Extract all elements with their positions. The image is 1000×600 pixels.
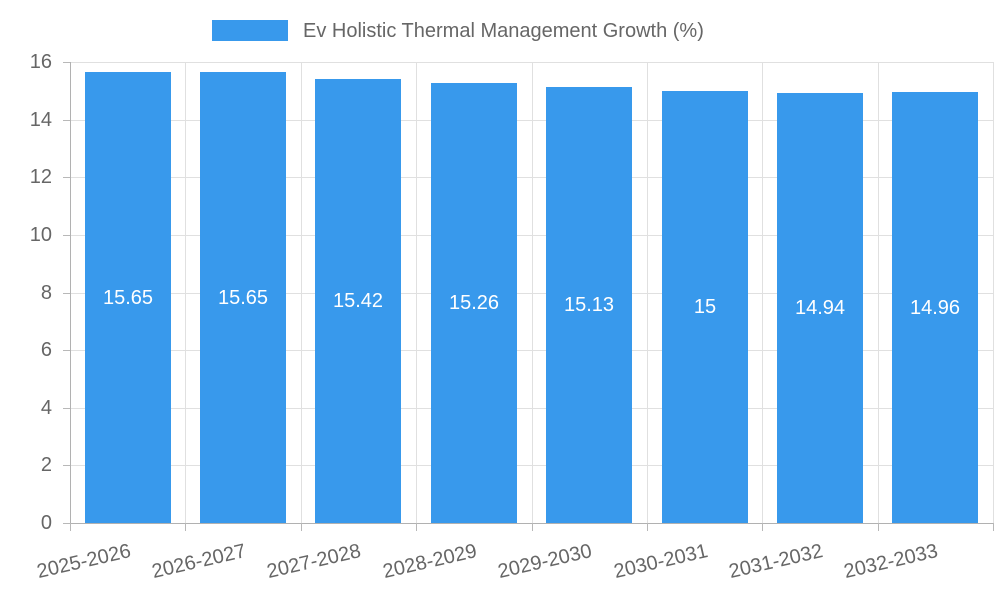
bar-value-label: 15.65: [102, 286, 154, 309]
bar[interactable]: 15.42: [315, 79, 401, 523]
bar-value-label: 15.42: [332, 290, 384, 312]
y-tick-label: 6: [40, 339, 52, 361]
y-tick-label: 0: [40, 512, 52, 534]
gridline: [70, 177, 993, 178]
legend-swatch[interactable]: [212, 20, 288, 41]
bar[interactable]: 14.96: [892, 92, 978, 523]
bar[interactable]: 15: [662, 91, 748, 523]
bar-value-label: 14.96: [909, 296, 961, 319]
y-tick-label: 16: [29, 51, 52, 73]
y-axis-tick: [63, 235, 70, 236]
gridline: [416, 62, 417, 523]
x-axis-line: [70, 523, 993, 524]
gridline: [647, 62, 648, 523]
bar[interactable]: 15.65: [200, 72, 286, 523]
bar-value-label: 14.94: [794, 297, 846, 319]
x-axis-tick: [416, 523, 417, 531]
y-tick-label: 14: [29, 109, 52, 131]
x-axis-tick: [762, 523, 763, 531]
bar-value-label: 15.13: [563, 294, 615, 316]
gridline: [762, 62, 763, 523]
x-axis-tick: [70, 523, 71, 531]
gridline: [70, 293, 993, 294]
bar[interactable]: 15.26: [431, 83, 517, 523]
y-tick-label: 2: [40, 454, 52, 476]
bar-value-label: 15: [693, 296, 717, 318]
y-axis-tick: [63, 293, 70, 294]
gridline: [70, 62, 993, 63]
y-axis-tick: [63, 62, 70, 63]
x-axis-tick: [532, 523, 533, 531]
y-tick-label: 4: [40, 397, 52, 419]
y-tick-label: 12: [29, 166, 52, 188]
y-axis-tick: [63, 408, 70, 409]
x-axis-tick: [301, 523, 302, 531]
gridline: [70, 408, 993, 409]
y-axis-tick: [63, 523, 70, 524]
gridline: [301, 62, 302, 523]
y-axis-line: [70, 62, 71, 523]
bar-value-label: 15.26: [448, 292, 500, 314]
legend-label[interactable]: Ev Holistic Thermal Management Growth (%…: [303, 20, 704, 42]
gridline: [878, 62, 879, 523]
gridline: [70, 350, 993, 351]
y-axis-tick: [63, 177, 70, 178]
gridline: [185, 62, 186, 523]
y-axis-tick: [63, 350, 70, 351]
bar[interactable]: 14.94: [777, 93, 863, 523]
y-tick-label: 8: [40, 282, 52, 304]
gridline: [70, 235, 993, 236]
x-axis-tick: [647, 523, 648, 531]
x-axis-tick: [185, 523, 186, 531]
bar-value-label: 15.65: [217, 286, 269, 309]
gridline: [993, 62, 994, 523]
gridline: [532, 62, 533, 523]
y-axis-tick: [63, 120, 70, 121]
bar[interactable]: 15.65: [85, 72, 171, 523]
y-tick-label: 10: [29, 224, 52, 246]
x-axis-tick: [878, 523, 879, 531]
y-axis-tick: [63, 465, 70, 466]
bar[interactable]: 15.13: [546, 87, 632, 523]
chart-legend: Ev Holistic Thermal Management Growth (%…: [0, 0, 1000, 50]
gridline: [70, 120, 993, 121]
gridline: [70, 465, 993, 466]
x-axis-tick: [993, 523, 994, 531]
